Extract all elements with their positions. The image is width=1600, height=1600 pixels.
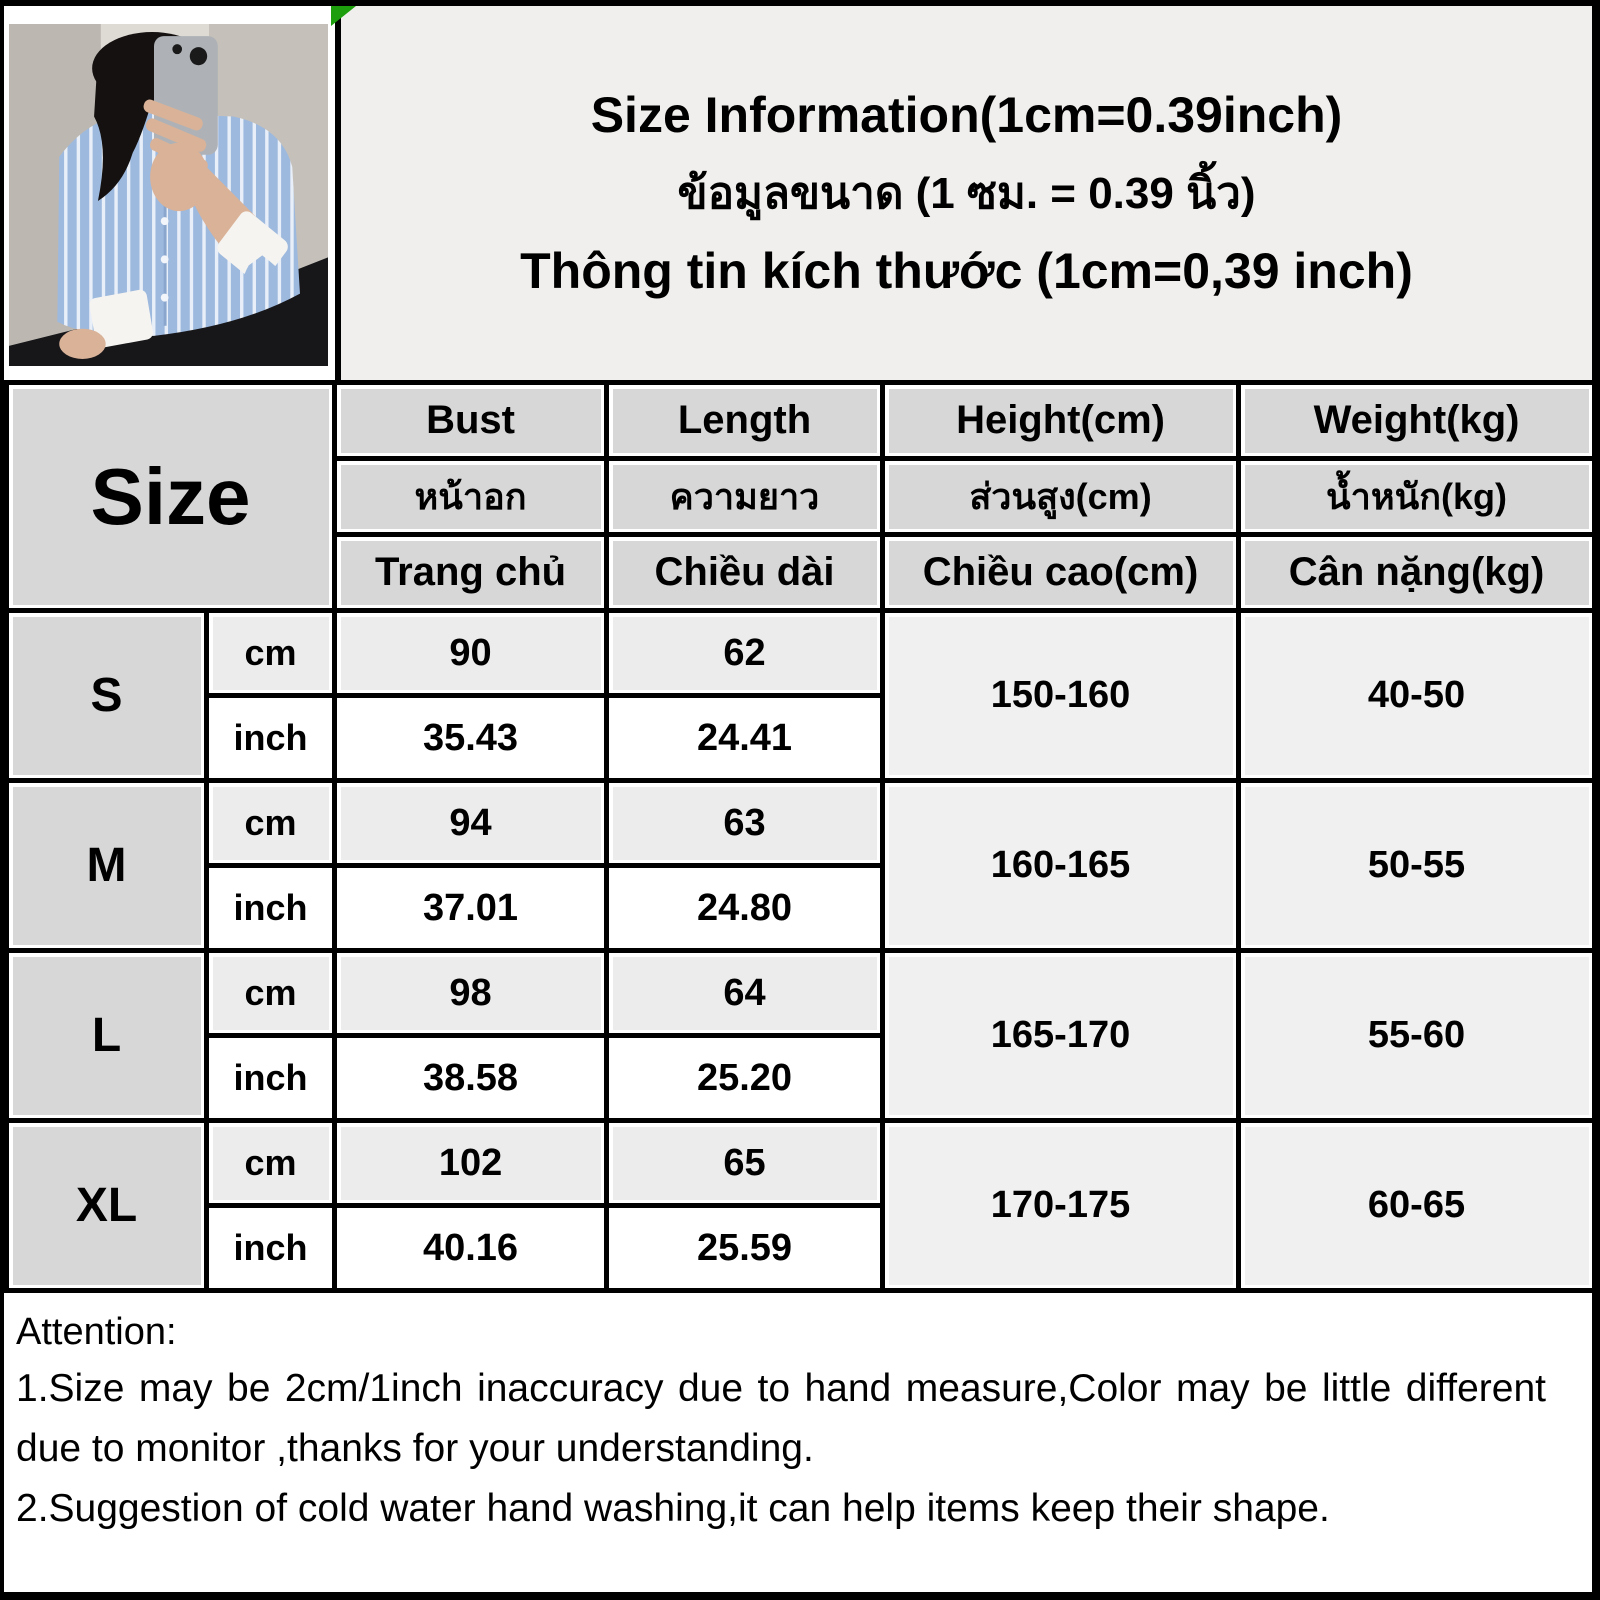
cell-l-length-cm: 64 (604, 948, 886, 1038)
cell-m-bust-cm: 94 (332, 778, 610, 868)
size-label-l: L (4, 948, 209, 1123)
header-length-vi: Chiều dài (604, 532, 886, 613)
header-length-th: ความยาว (604, 456, 886, 537)
header-weight-en: Weight(kg) (1236, 380, 1592, 461)
header-height-vi: Chiều cao(cm) (880, 532, 1242, 613)
cell-xl-length-inch: 25.59 (604, 1203, 886, 1293)
unit-inch-m: inch (203, 863, 338, 953)
title-thai: ข้อมูลขนาด (1 ซม. = 0.39 นิ้ว) (677, 169, 1256, 218)
cell-l-bust-inch: 38.58 (332, 1033, 610, 1123)
cell-m-bust-inch: 37.01 (332, 863, 610, 953)
cell-m-height: 160-165 (880, 778, 1242, 953)
size-label-m: M (4, 778, 209, 953)
cell-xl-bust-inch: 40.16 (332, 1203, 610, 1293)
cell-m-weight: 50-55 (1236, 778, 1592, 953)
header-height-th: ส่วนสูง(cm) (880, 456, 1242, 537)
cell-s-length-cm: 62 (604, 608, 886, 698)
size-label-s: S (4, 608, 209, 783)
cell-m-length-inch: 24.80 (604, 863, 886, 953)
cell-xl-bust-cm: 102 (332, 1118, 610, 1208)
cell-l-length-inch: 25.20 (604, 1033, 886, 1123)
unit-inch-s: inch (203, 693, 338, 783)
unit-cm-xl: cm (203, 1118, 338, 1208)
header-bust-vi: Trang chủ (332, 532, 610, 613)
photo-title-divider (335, 6, 341, 380)
cell-s-bust-inch: 35.43 (332, 693, 610, 783)
title-english: Size Information(1cm=0.39inch) (590, 87, 1343, 143)
attention-heading: Attention: (16, 1311, 177, 1353)
unit-inch-xl: inch (203, 1203, 338, 1293)
title-vietnamese: Thông tin kích thước (1cm=0,39 inch) (520, 243, 1413, 299)
header-weight-th: น้ำหนัก(kg) (1236, 456, 1592, 537)
attention-line-2: due to monitor ,thanks for your understa… (16, 1427, 814, 1470)
header-weight-vi: Cân nặng(kg) (1236, 532, 1592, 613)
header-height-en: Height(cm) (880, 380, 1242, 461)
unit-cm-l: cm (203, 948, 338, 1038)
header-length-en: Length (604, 380, 886, 461)
cell-xl-weight: 60-65 (1236, 1118, 1592, 1293)
attention-line-3: 2.Suggestion of cold water hand washing,… (16, 1487, 1330, 1530)
unit-cm-m: cm (203, 778, 338, 868)
size-table: Size Bust Length Height(cm) Weight(kg) ห… (4, 380, 1592, 1293)
header-bust-th: หน้าอก (332, 456, 610, 537)
product-photo (4, 6, 335, 380)
cell-m-length-cm: 63 (604, 778, 886, 868)
size-label-xl: XL (4, 1118, 209, 1293)
cell-xl-height: 170-175 (880, 1118, 1242, 1293)
cell-s-height: 150-160 (880, 608, 1242, 783)
header-bust-en: Bust (332, 380, 610, 461)
attention-section: Attention: 1.Size may be 2cm/1inch inacc… (4, 1293, 1592, 1539)
cell-s-length-inch: 24.41 (604, 693, 886, 783)
top-section: Size Information(1cm=0.39inch) ข้อมูลขนา… (4, 6, 1592, 380)
attention-line-1: 1.Size may be 2cm/1inch inaccuracy due t… (16, 1367, 1546, 1410)
product-photo-image (9, 24, 328, 366)
corner-size-header: Size (4, 380, 338, 613)
cell-s-weight: 40-50 (1236, 608, 1592, 783)
cell-l-weight: 55-60 (1236, 948, 1592, 1123)
unit-inch-l: inch (203, 1033, 338, 1123)
cell-xl-length-cm: 65 (604, 1118, 886, 1208)
cell-l-height: 165-170 (880, 948, 1242, 1123)
cell-l-bust-cm: 98 (332, 948, 610, 1038)
unit-cm-s: cm (203, 608, 338, 698)
cell-s-bust-cm: 90 (332, 608, 610, 698)
title-box: Size Information(1cm=0.39inch) ข้อมูลขนา… (341, 6, 1592, 380)
